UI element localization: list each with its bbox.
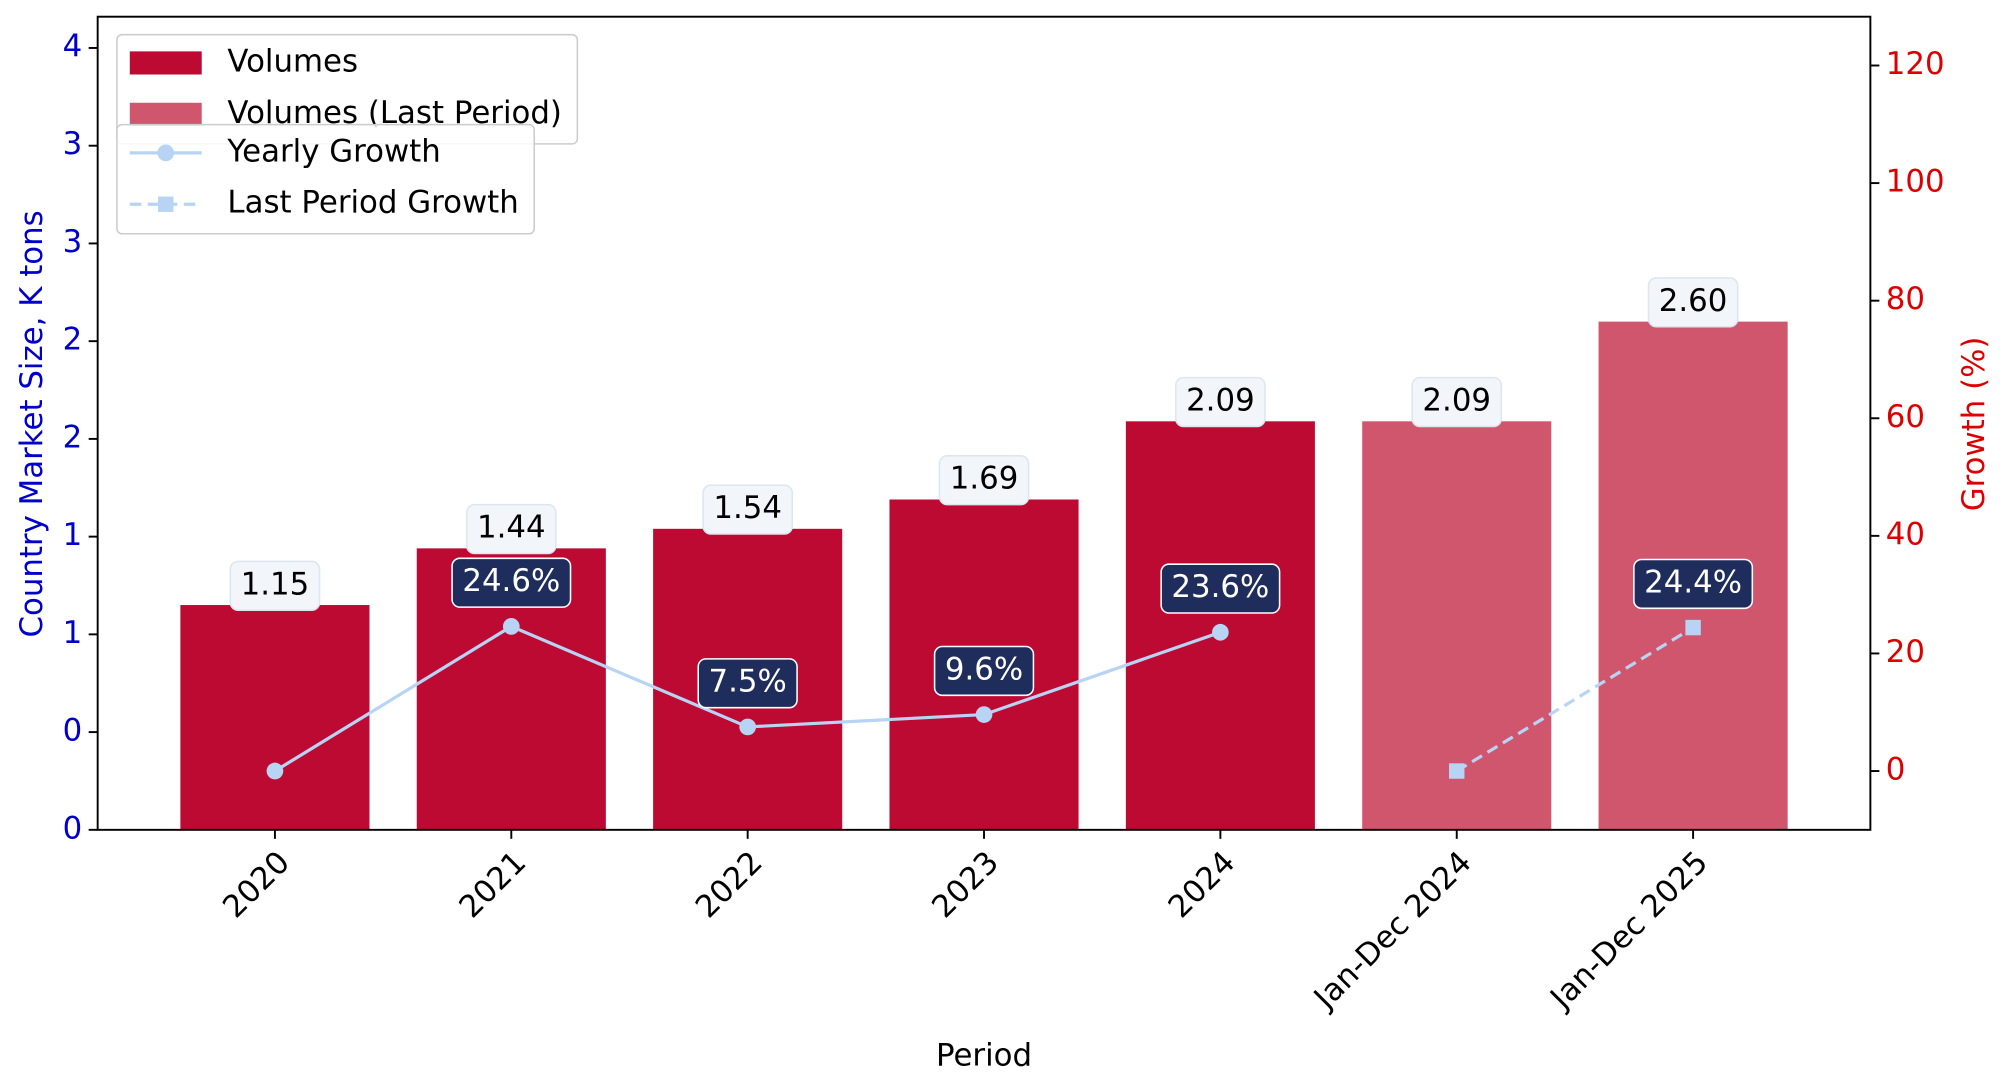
y2-tick-label: 0	[1886, 752, 1906, 788]
y-tick-label: 1	[63, 615, 83, 651]
legend-swatch	[129, 102, 202, 126]
y2-tick-label: 100	[1886, 164, 1945, 200]
y-tick-label: 3	[63, 224, 83, 260]
data-label-text: 2.09	[1422, 383, 1491, 419]
x-axis-label: Period	[936, 1038, 1032, 1074]
growth-marker	[266, 762, 284, 780]
data-label-box	[938, 455, 1030, 506]
bar	[1362, 421, 1552, 830]
data-label-text: 1.69	[950, 461, 1019, 497]
data-label-box	[697, 658, 798, 709]
legend-label: Volumes	[227, 43, 358, 79]
data-label-text: 7.5%	[709, 664, 787, 700]
y-tick-label: 3	[63, 126, 83, 162]
data-label: 1.44	[465, 503, 557, 555]
data-label-text: 2.60	[1659, 283, 1728, 319]
data-label-box	[1160, 563, 1281, 614]
data-label-box	[1411, 376, 1503, 428]
growth-marker	[975, 706, 993, 723]
x-tick-label: Jan-Dec 2024	[1306, 844, 1479, 1017]
y-axis-label: Country Market Size, K tons	[14, 210, 50, 637]
y2-tick-label: 80	[1886, 281, 1925, 317]
data-label: 1.54	[702, 484, 794, 535]
y-tick-label: 4	[63, 28, 83, 64]
legend-label: Last Period Growth	[227, 185, 518, 221]
data-label: 23.6%	[1160, 563, 1281, 614]
x-tick-label: 2020	[216, 844, 297, 925]
data-label-box	[1175, 376, 1266, 428]
y2-axis-label: Growth (%)	[1956, 337, 1992, 512]
data-label-text: 24.4%	[1644, 564, 1742, 600]
growth-marker	[1212, 623, 1229, 641]
data-label-box	[933, 645, 1035, 697]
legend-swatch	[129, 51, 202, 75]
data-label: 2.09	[1411, 376, 1503, 428]
growth-marker	[1685, 619, 1701, 636]
x-tick-label: 2024	[1161, 844, 1242, 925]
data-label: 1.15	[229, 560, 321, 611]
data-label: 1.69	[938, 455, 1030, 506]
y-tick-label: 2	[63, 419, 83, 455]
data-label: 24.6%	[451, 557, 572, 608]
legend: Yearly Growth Last Period Growth	[116, 123, 535, 235]
y-tick-label: 2	[63, 322, 83, 358]
y2-tick-label: 20	[1886, 634, 1925, 670]
legend-box	[116, 123, 535, 235]
data-label-text: 23.6%	[1171, 569, 1269, 605]
data-label: 2.09	[1175, 376, 1266, 428]
data-label-box	[465, 503, 557, 555]
data-label-text: 9.6%	[945, 651, 1023, 687]
legend-marker	[157, 144, 175, 162]
growth-marker	[739, 718, 757, 736]
growth-line	[1455, 626, 1694, 773]
x-tick-label: Jan-Dec 2025	[1542, 844, 1715, 1017]
x-tick-label: 2021	[452, 844, 533, 925]
data-label-text: 1.15	[241, 566, 310, 602]
y-tick-label: 1	[63, 517, 83, 553]
bar	[180, 605, 370, 830]
x-tick-label: 2022	[689, 844, 770, 925]
y2-tick-label: 120	[1886, 46, 1945, 82]
growth-marker	[1449, 763, 1465, 779]
data-label-box	[702, 484, 794, 535]
x-tick-label: 2023	[925, 844, 1006, 925]
data-label-text: 2.09	[1186, 383, 1255, 419]
data-label: 24.4%	[1633, 558, 1754, 610]
y2-tick-label: 40	[1886, 516, 1925, 552]
data-label: 9.6%	[933, 645, 1035, 697]
data-label: 2.60	[1647, 277, 1739, 328]
y-tick-label: 0	[63, 713, 83, 749]
data-label-text: 24.6%	[462, 563, 560, 599]
data-label-text: 1.44	[477, 510, 546, 546]
data-label-box	[229, 560, 321, 611]
data-label-box	[1633, 558, 1754, 610]
y-tick-label: 0	[63, 810, 83, 846]
legend-marker	[158, 196, 174, 212]
data-label-box	[451, 557, 572, 608]
legend-label: Yearly Growth	[226, 133, 440, 169]
data-label: 7.5%	[697, 658, 798, 709]
y2-tick-label: 60	[1886, 399, 1925, 435]
data-label-text: 1.54	[713, 490, 782, 526]
growth-marker	[502, 618, 520, 635]
data-label-box	[1647, 277, 1739, 328]
